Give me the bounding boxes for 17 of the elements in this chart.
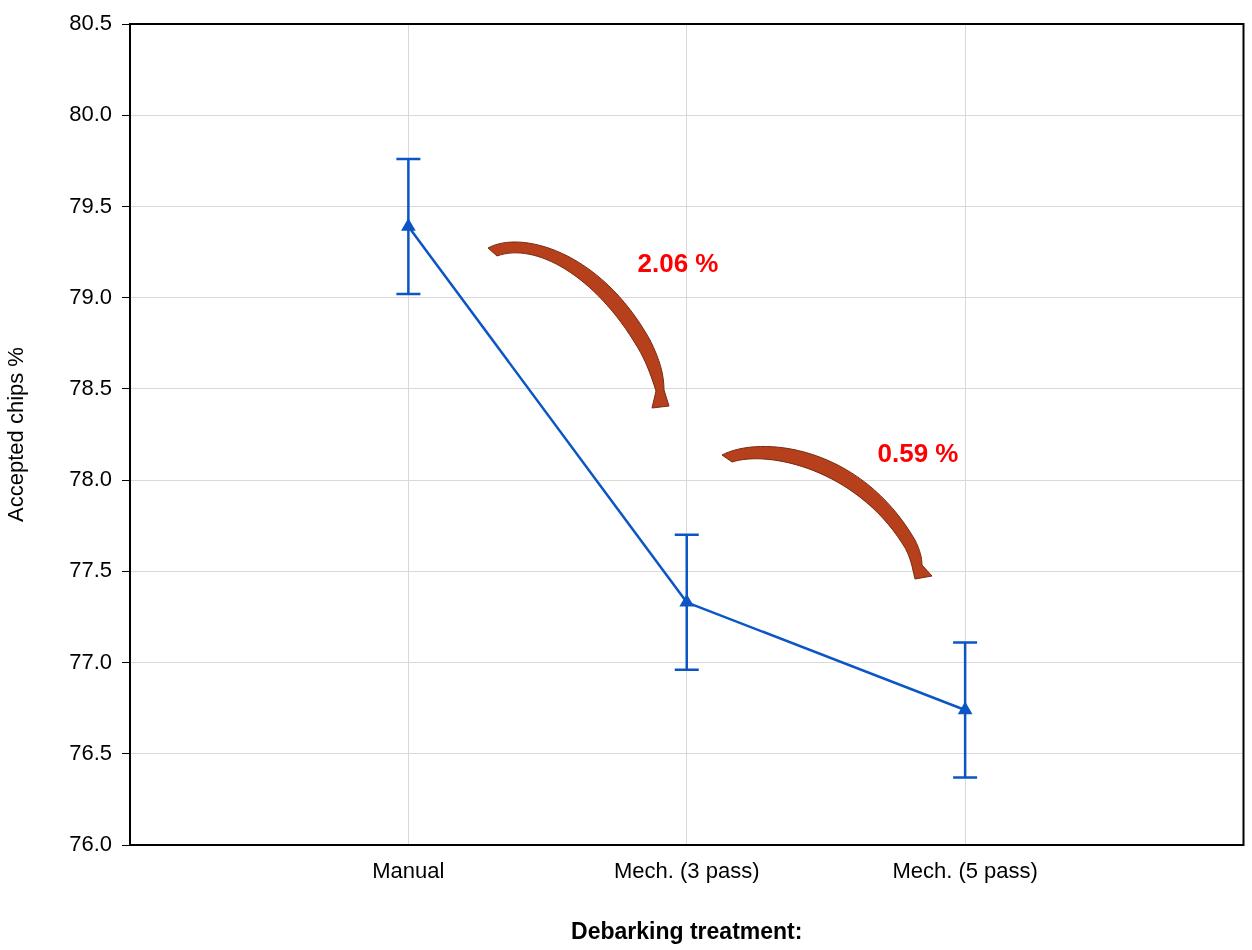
x-tick-label: Manual: [372, 858, 445, 884]
y-tick-label: 78.5: [69, 374, 112, 400]
annotation: 0.59 %: [877, 437, 959, 469]
y-tick-label: 77.0: [69, 648, 112, 674]
x-axis-title: Debarking treatment:: [571, 917, 803, 944]
y-tick-label: 79.0: [69, 283, 112, 309]
y-tick-label: 76.5: [69, 739, 112, 765]
annotation: 2.06 %: [637, 247, 719, 279]
y-tick-label: 77.5: [69, 557, 112, 583]
y-tick-label: 76.0: [69, 831, 112, 857]
x-tick-label: Mech. (3 pass): [614, 858, 760, 884]
y-tick-label: 80.5: [69, 10, 112, 36]
y-tick-label: 79.5: [69, 192, 112, 218]
y-tick-label: 78.0: [69, 466, 112, 492]
x-tick-label: Mech. (5 pass): [892, 858, 1038, 884]
y-axis-title: Accepted chips %: [3, 347, 29, 522]
y-tick-label: 80.0: [69, 101, 112, 127]
